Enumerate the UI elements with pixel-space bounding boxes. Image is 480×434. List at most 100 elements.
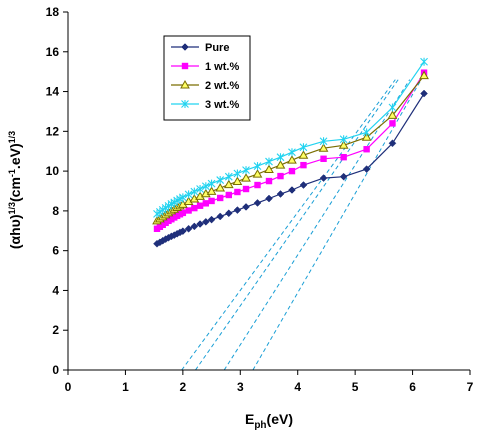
series-1-point-19 [254,181,261,189]
series-3-point-17 [233,169,242,178]
y-tick-label-2: 4 [52,283,59,297]
y-axis-title: (αhυ)1/3(cm-1.eV)1/3 [7,131,23,249]
series-3-point-21 [276,153,285,162]
series-3-point-10 [184,190,193,199]
series-0-point-27 [388,139,397,148]
series-1-point-20 [265,177,273,185]
series-1-point-14 [208,197,215,205]
legend-label-3: 3 wt.% [205,99,239,111]
series-3-point-14 [207,179,216,188]
y-tick-label-7: 14 [46,85,60,99]
series-1-point-21 [277,172,284,180]
series-1-point-25 [340,153,347,161]
x-tick-label-7: 7 [467,380,474,394]
series-0-point-12 [196,220,204,228]
series-1-point-10 [185,207,192,214]
series-0-point-15 [216,212,225,221]
y-axis-title-sup2: -1 [7,169,17,177]
series-0-point-9 [179,227,187,236]
series-1-point-26 [363,146,370,153]
x-tick-label-0: 0 [65,380,72,394]
series-3 [153,57,428,218]
x-tick-label-4: 4 [294,380,301,394]
series-0-point-16 [224,209,233,218]
x-axis-title-sub: ph [254,420,266,431]
series-1-point-17 [234,188,241,196]
series-3-point-11 [190,187,199,196]
legend-label-1: 1 wt.% [205,61,239,73]
legend-label-2: 2 wt.% [205,80,239,92]
series-2-point-21 [275,160,286,169]
x-tick-label-1: 1 [122,380,129,394]
series-0 [153,89,428,248]
series-0-point-18 [242,203,250,211]
series-3-point-28 [420,57,428,66]
series-0-point-20 [265,194,273,203]
series-0-point-17 [233,206,242,214]
series-2-point-26 [361,132,372,141]
series-2-point-16 [223,179,234,189]
legend-marker-3 [181,100,189,108]
series-0-point-24 [319,174,328,182]
series-0-point-22 [288,186,296,194]
axes [67,12,470,371]
y-tick-label-8: 16 [46,45,60,59]
series-0-point-11 [190,222,199,231]
y-tick-label-6: 12 [46,124,60,138]
series-2-point-18 [241,173,251,182]
y-tick-label-4: 8 [52,204,59,218]
series-2-point-22 [287,155,297,164]
series-3-point-24 [319,137,328,146]
series-3-point-23 [299,143,308,152]
series-2-point-14 [206,186,217,195]
fit-lines [181,79,422,371]
x-axis-title-main: E [245,411,254,427]
series-3-point-12 [196,185,204,194]
y-tick-label-0: 0 [52,363,59,377]
series-1-point-13 [202,200,210,207]
series-1-point-9 [179,209,187,217]
x-axis-title-unit: (eV) [267,411,293,427]
series-2-point-24 [318,143,329,152]
series-2-point-20 [264,164,274,174]
series-2-point-28 [419,70,429,80]
series-0-point-13 [201,217,210,226]
series-2-point-23 [298,150,309,159]
series-3-point-18 [242,166,250,175]
legend-marker-2 [180,79,190,89]
series-3-point-16 [224,172,233,181]
series-0-point-10 [184,224,193,233]
legend-marker-0 [181,43,189,51]
series-0-point-25 [339,172,348,181]
x-ticks: 0 1 2 3 4 5 6 7 [65,370,474,394]
series-3-point-19 [253,162,262,171]
fit-line-0 [181,79,396,371]
series-0-point-21 [276,190,285,198]
y-tick-label-3: 6 [52,244,59,258]
series-2-point-15 [215,183,226,192]
y-axis-title-part1: (αhυ) [7,215,23,250]
data-series [152,57,429,248]
series-1-point-23 [300,161,307,169]
series-3-point-20 [265,157,273,166]
y-axis-title-part2: (cm [7,177,23,202]
x-tick-label-2: 2 [180,380,187,394]
fit-line-1 [195,79,399,371]
legend-box [163,35,251,121]
series-3-point-26 [362,128,371,137]
y-axis-title-sup3: 1/3 [7,131,17,144]
legend: Pure 1 wt.% 2 wt.% 3 wt.% [163,35,251,121]
series-3-point-13 [201,182,210,191]
x-tick-label-6: 6 [409,380,416,394]
y-axis-title-part3: .eV) [7,143,23,169]
series-0-point-19 [253,199,262,207]
series-2-point-19 [252,169,263,178]
series-1-point-15 [216,194,224,202]
legend-marker-1 [181,62,189,70]
series-3-point-25 [339,135,348,144]
series-1-point-24 [320,155,327,162]
series-1-point-11 [191,204,198,212]
legend-label-0: Pure [205,42,229,54]
series-2-point-17 [232,176,243,185]
